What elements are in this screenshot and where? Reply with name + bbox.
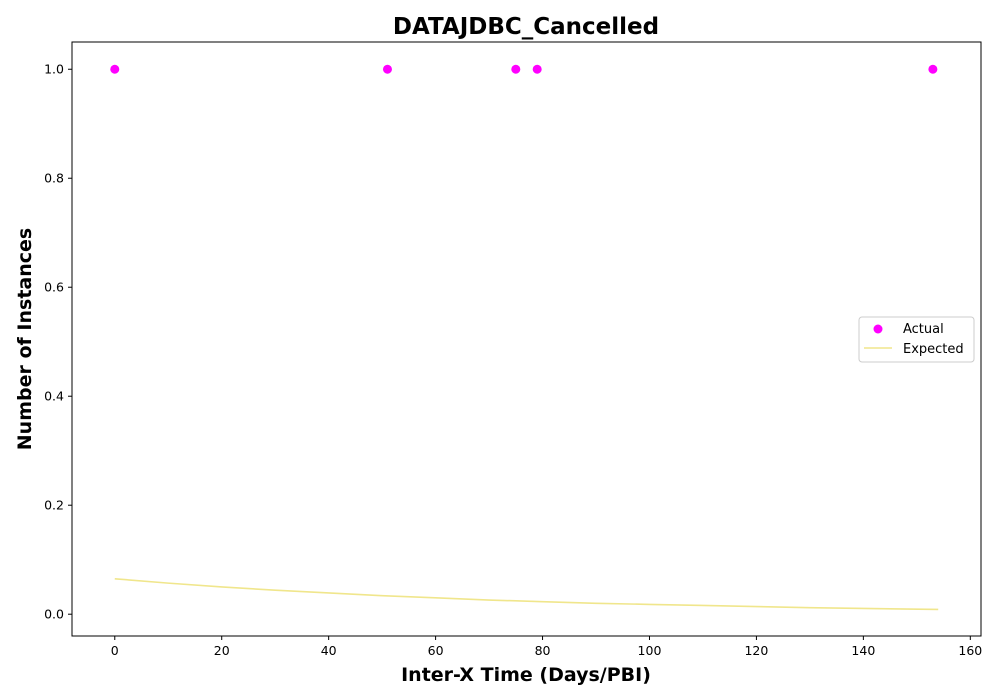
actual-point bbox=[928, 64, 938, 74]
y-tick-label: 0.8 bbox=[44, 171, 64, 186]
plot-frame bbox=[71, 41, 982, 637]
legend-actual-marker bbox=[873, 324, 883, 334]
legend-expected-label: Expected bbox=[903, 342, 964, 357]
y-axis: 0.0 0.2 0.4 0.6 0.8 1.0 bbox=[44, 62, 72, 622]
x-tick-label: 60 bbox=[428, 643, 444, 658]
x-tick-label: 140 bbox=[851, 643, 875, 658]
actual-point bbox=[532, 64, 542, 74]
x-tick-label: 100 bbox=[638, 643, 662, 658]
y-tick-label: 0.6 bbox=[44, 280, 64, 295]
series-layer bbox=[110, 64, 939, 611]
legend-box bbox=[858, 316, 975, 363]
x-tick-label: 160 bbox=[958, 643, 982, 658]
x-tick-label: 0 bbox=[111, 643, 119, 658]
y-tick-label: 0.2 bbox=[44, 498, 64, 513]
actual-point bbox=[382, 64, 392, 74]
chart-title: DATAJDBC_Cancelled bbox=[393, 14, 659, 40]
expected-line bbox=[114, 577, 939, 611]
actual-point bbox=[511, 64, 521, 74]
actual-point bbox=[110, 64, 120, 74]
x-tick-label: 80 bbox=[535, 643, 551, 658]
y-tick-label: 0.0 bbox=[44, 607, 64, 622]
x-tick-label: 40 bbox=[321, 643, 337, 658]
y-tick-label: 0.4 bbox=[44, 389, 64, 404]
y-tick-label: 1.0 bbox=[44, 62, 64, 77]
legend: Actual Expected bbox=[858, 316, 975, 363]
y-axis-title: Number of Instances bbox=[14, 228, 36, 450]
x-tick-label: 120 bbox=[744, 643, 768, 658]
plot-area bbox=[71, 41, 982, 637]
x-tick-label: 20 bbox=[214, 643, 230, 658]
legend-actual-label: Actual bbox=[903, 322, 944, 337]
x-axis: 0 20 40 60 80 100 120 140 160 bbox=[111, 636, 982, 658]
x-axis-title: Inter-X Time (Days/PBI) bbox=[401, 664, 651, 686]
